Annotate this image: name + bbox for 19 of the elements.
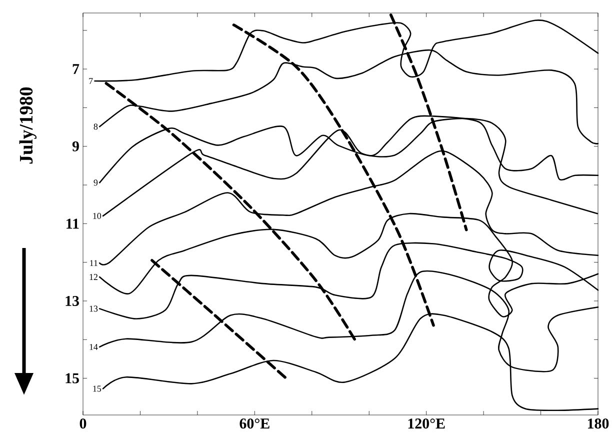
- legend-label: 15: [93, 386, 102, 392]
- y-tick-label: 13: [66, 296, 79, 306]
- y-tick-label: 11: [66, 218, 79, 229]
- y-tick-label: 15: [66, 373, 79, 384]
- series-label: 10: [93, 212, 102, 219]
- series-label: 8: [94, 124, 98, 130]
- legend-label: 13: [90, 306, 98, 312]
- y-axis-title: July/1980: [19, 87, 37, 164]
- x-tick-label: 0: [80, 418, 86, 429]
- y-tick-label: 7: [72, 64, 80, 74]
- y-tick-label: 9: [72, 141, 79, 152]
- x-tick-label: 180: [588, 418, 609, 429]
- series-label: 12: [90, 274, 98, 280]
- series-label: 9: [94, 180, 98, 186]
- x-tick-label: 120°E: [408, 418, 445, 429]
- legend-label: 14: [90, 344, 98, 350]
- legend-label: 7: [89, 78, 93, 84]
- legend-label: 11: [90, 260, 98, 266]
- x-tick-label: 60°E: [240, 418, 270, 429]
